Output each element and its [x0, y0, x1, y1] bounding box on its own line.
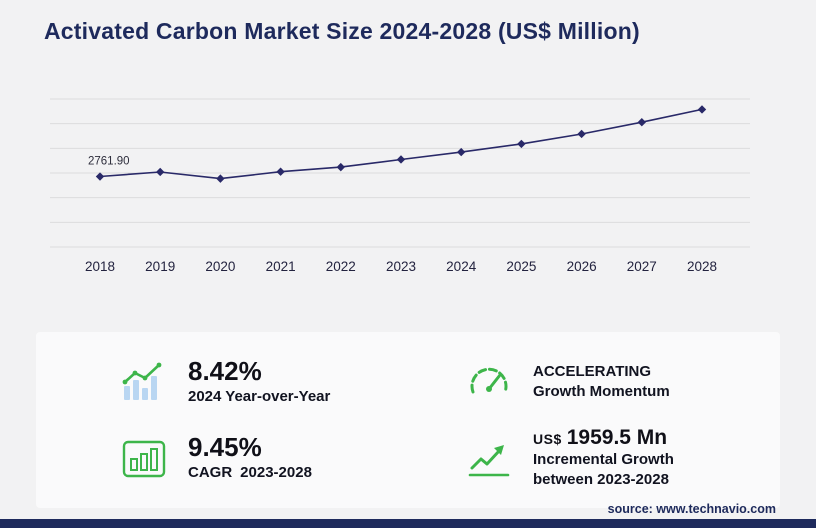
stat-yoy-growth: 8.42% 2024 Year-over-Year — [118, 344, 463, 420]
svg-text:2028: 2028 — [687, 259, 717, 274]
svg-text:2018: 2018 — [85, 259, 115, 274]
bottom-bar — [0, 519, 816, 528]
cagr-label: CAGR 2023-2028 — [188, 463, 312, 481]
svg-text:2027: 2027 — [627, 259, 657, 274]
svg-text:2019: 2019 — [145, 259, 175, 274]
growth-arrow-icon — [463, 437, 515, 479]
momentum-line1: ACCELERATING — [533, 362, 652, 380]
currency-label: US$ — [533, 430, 562, 447]
yoy-value: 8.42% — [188, 355, 262, 386]
stat-incremental-growth: US$ 1959.5 Mn Incremental Growth between … — [463, 420, 780, 496]
svg-text:2761.90: 2761.90 — [88, 156, 130, 168]
line-chart-svg: 2018 2019 2020 2021 2022 2023 2024 2025 2026 2027… — [50, 98, 750, 274]
incremental-value-row: US$ 1959.5 Mn — [533, 426, 674, 450]
stats-panel: 8.42% 2024 Year-over-Year ACCELERATING G… — [36, 332, 780, 508]
svg-text:2026: 2026 — [567, 259, 597, 274]
svg-text:2025: 2025 — [506, 259, 536, 274]
incremental-label-line2: between 2023-2028 — [533, 471, 669, 488]
stat-growth-momentum: ACCELERATING Growth Momentum — [463, 344, 780, 420]
source-attribution: source: www.technavio.com — [607, 502, 776, 516]
svg-text:2021: 2021 — [266, 259, 296, 274]
yoy-label: 2024 Year-over-Year — [188, 387, 331, 405]
bar-chart-box-icon — [118, 435, 170, 481]
page-title: Activated Carbon Market Size 2024-2028 (… — [44, 18, 640, 44]
svg-text:2022: 2022 — [326, 259, 356, 274]
market-line-chart: 2018 2019 2020 2021 2022 2023 2024 2025 2026 2027… — [44, 85, 766, 280]
svg-text:2024: 2024 — [446, 259, 477, 274]
speedometer-icon — [463, 362, 515, 402]
stat-cagr: 9.45% CAGR 2023-2028 — [118, 420, 463, 496]
svg-text:2023: 2023 — [386, 259, 416, 274]
svg-text:2020: 2020 — [205, 259, 235, 274]
bar-chart-growth-icon — [118, 359, 170, 405]
incremental-label-line1: Incremental Growth — [533, 450, 674, 468]
momentum-line2: Growth Momentum — [533, 383, 670, 400]
incremental-value: 1959.5 Mn — [566, 425, 668, 449]
cagr-value: 9.45% — [188, 431, 262, 462]
